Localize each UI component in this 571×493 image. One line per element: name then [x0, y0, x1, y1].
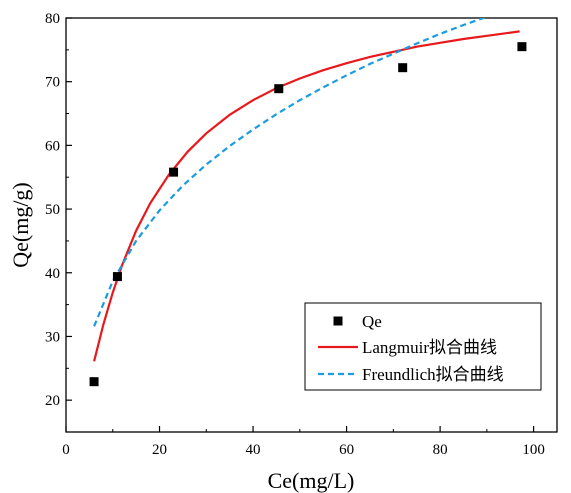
data-point [398, 63, 408, 73]
series-lines [93, 18, 520, 362]
legend-label: Qe [362, 312, 382, 331]
x-tick-label: 100 [522, 442, 545, 458]
legend-label: Freundlich拟合曲线 [362, 365, 504, 384]
freundlich-fit-line [93, 18, 487, 327]
x-tick-label: 0 [62, 442, 70, 458]
y-tick-label: 70 [45, 75, 60, 91]
data-point [89, 377, 99, 387]
data-point [274, 84, 284, 94]
legend-swatch [333, 316, 343, 326]
x-tick-label: 60 [339, 442, 354, 458]
y-tick-label: 60 [45, 138, 60, 154]
data-point [112, 272, 122, 282]
data-point [517, 42, 527, 52]
y-tick-label: 40 [45, 266, 60, 282]
y-tick-label: 30 [45, 329, 60, 345]
legend-label: Langmuir拟合曲线 [362, 338, 497, 357]
series-points [89, 42, 527, 387]
langmuir-fit-line [93, 30, 520, 362]
legend: Qe Langmuir拟合曲线 Freundlich拟合曲线 [304, 302, 542, 391]
y-axis-label: Qe(mg/g) [8, 182, 33, 268]
plot-frame [65, 17, 558, 433]
y-tick-label: 20 [45, 393, 60, 409]
data-point [169, 167, 179, 177]
y-tick-label: 50 [45, 202, 60, 218]
x-tick-label: 80 [433, 442, 448, 458]
x-axis-label: Ce(mg/L) [268, 468, 355, 493]
x-tick-label: 20 [152, 442, 167, 458]
x-axis: 0 20 40 60 80 100 [62, 426, 545, 458]
x-tick-label: 40 [246, 442, 261, 458]
y-tick-label: 80 [45, 11, 60, 27]
y-axis: 20 30 40 50 60 70 80 [45, 11, 72, 409]
